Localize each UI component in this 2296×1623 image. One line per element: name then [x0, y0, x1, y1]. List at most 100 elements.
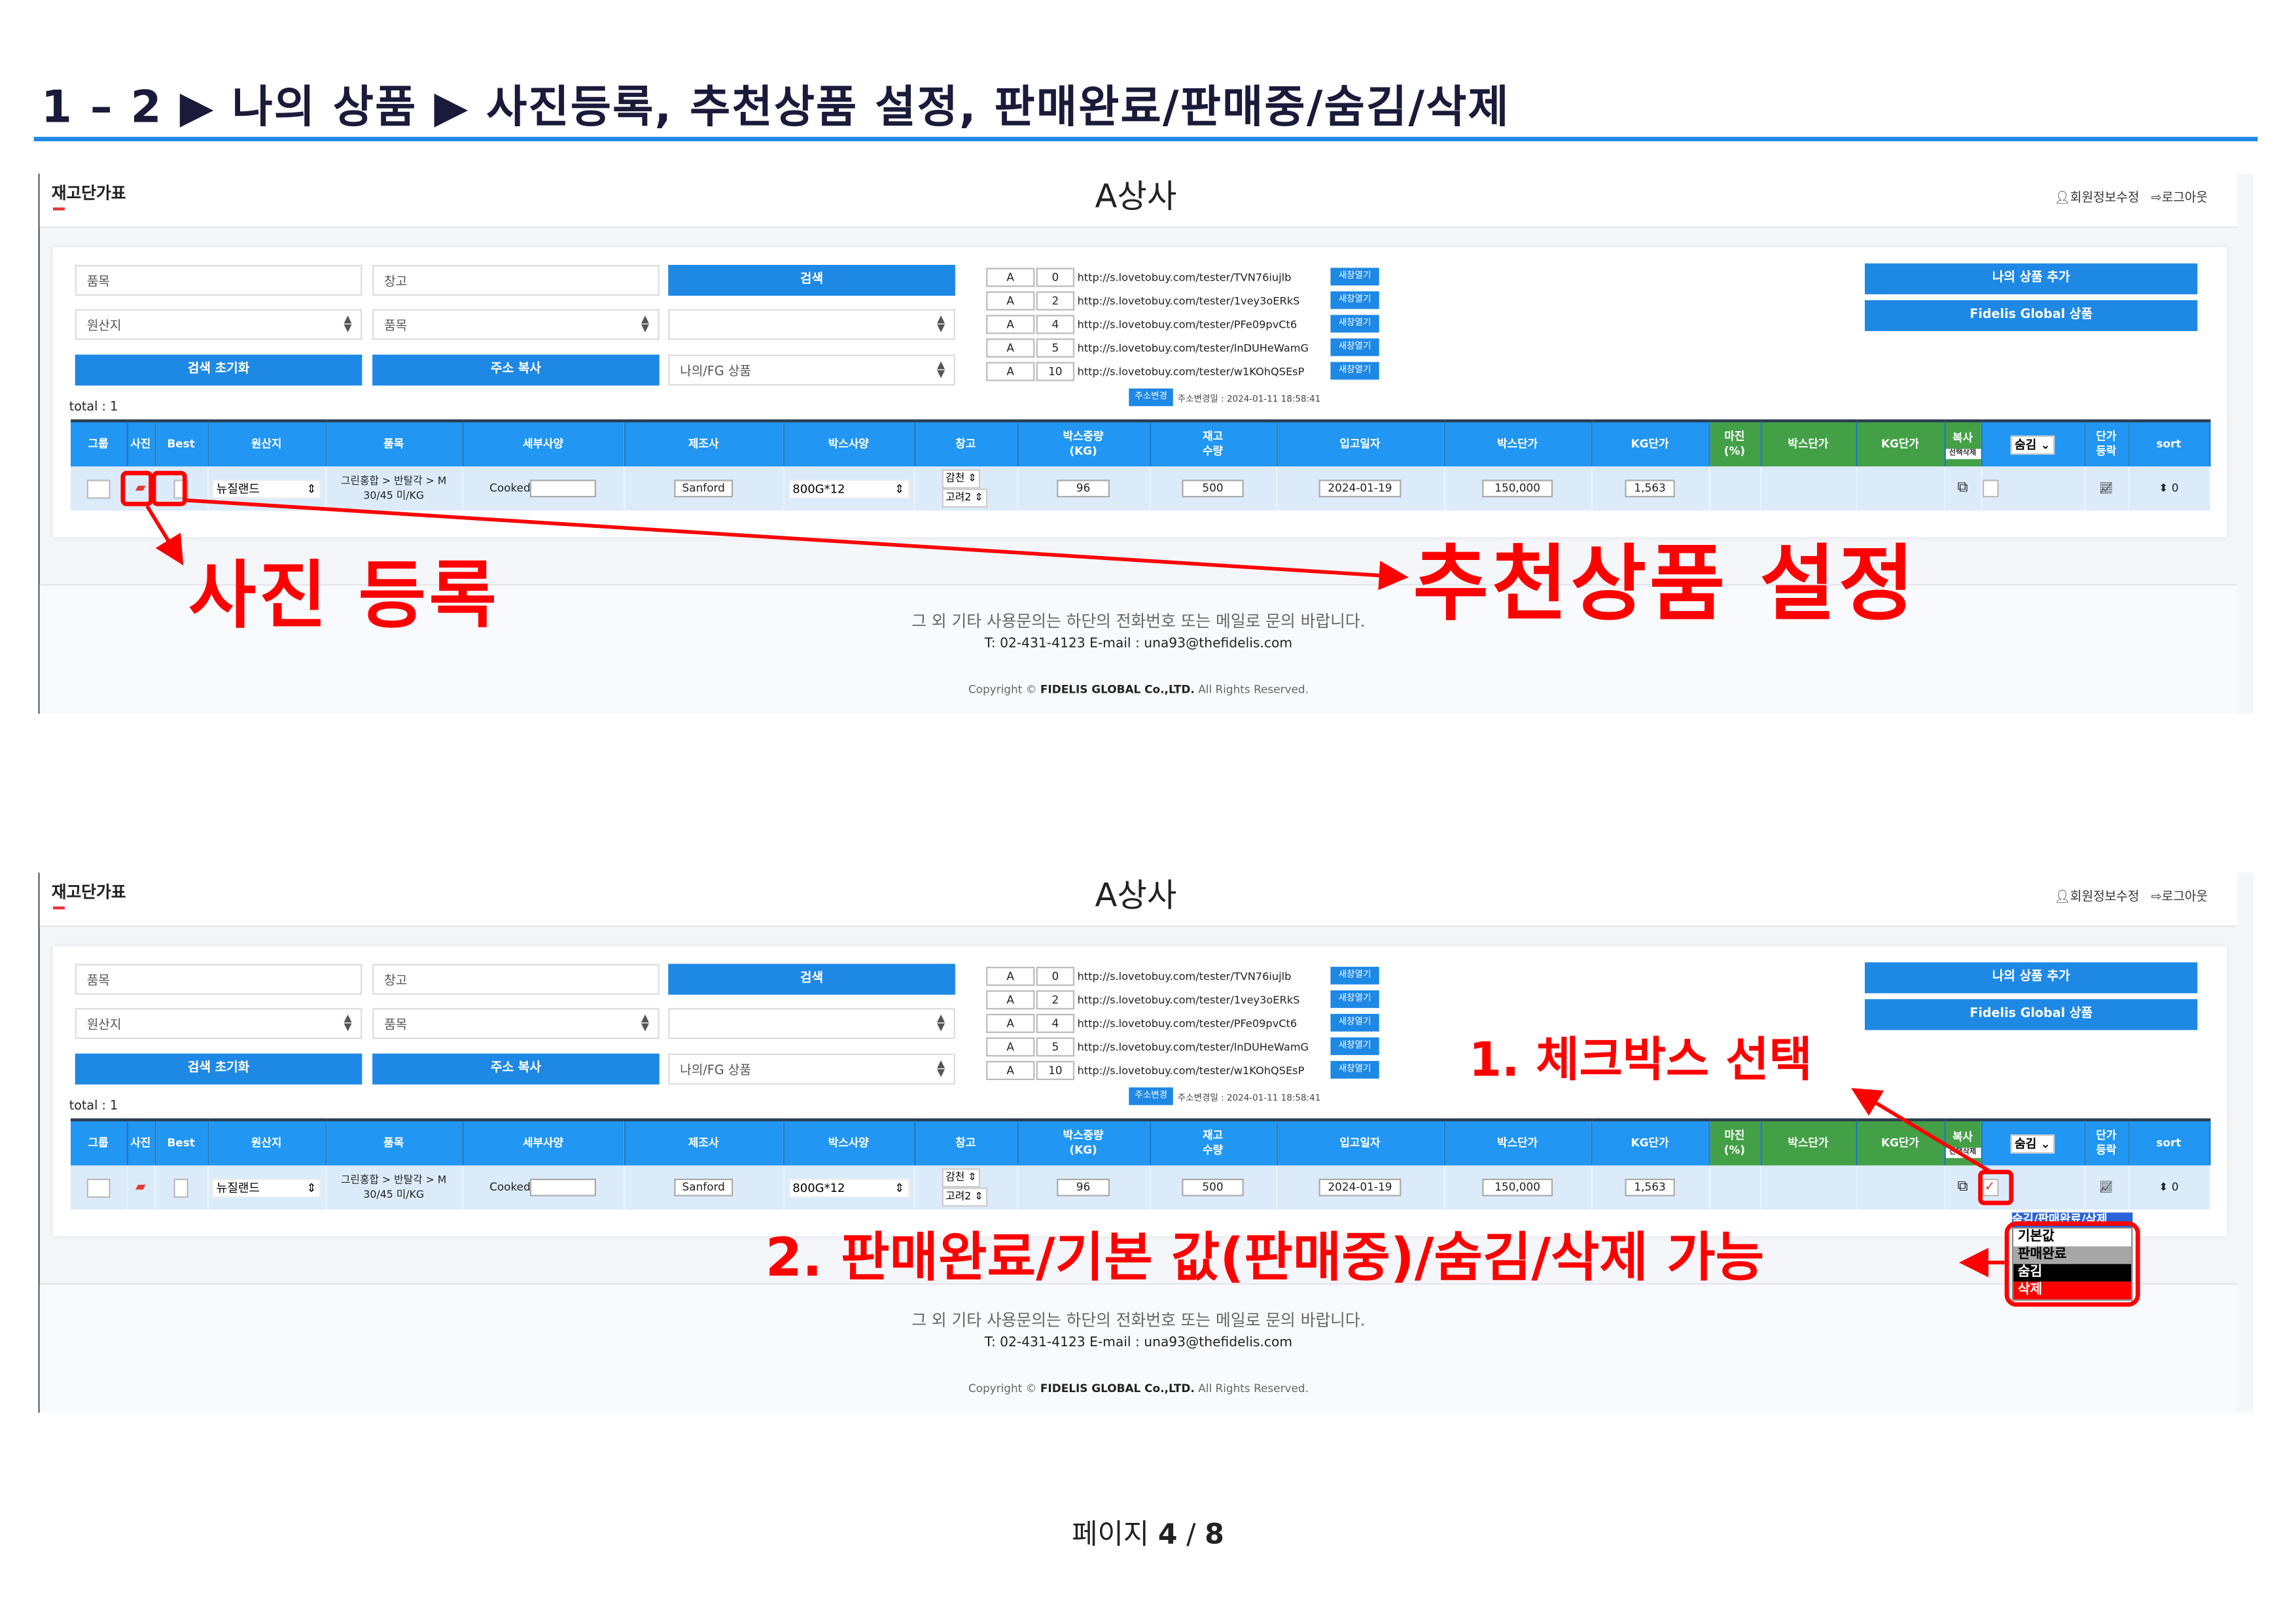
status-option[interactable]: 숨김 [2013, 1264, 2132, 1282]
url-group[interactable]: A [986, 314, 1035, 334]
item-search-input[interactable]: 품목 [75, 964, 362, 995]
url-link[interactable]: http://s.lovetobuy.com/tester/PFe09pvCt6 [1077, 1016, 1298, 1030]
url-group[interactable]: A [986, 267, 1035, 287]
item-search-input[interactable]: 품목 [75, 264, 362, 296]
open-new-window-button[interactable]: 새창열기 [1330, 1037, 1379, 1055]
item-filter-select[interactable]: 품목 ▲ ▼ [372, 1007, 660, 1039]
brand-link[interactable]: 재고단가표 [51, 184, 126, 203]
open-new-window-button[interactable]: 새창열기 [1330, 268, 1379, 286]
stock-input[interactable]: 500 [1182, 1178, 1244, 1196]
logout-link[interactable]: 로그아웃 [2161, 191, 2208, 206]
detail-input[interactable] [530, 480, 597, 498]
edit-profile-link[interactable]: 회원정보수정 [2070, 191, 2140, 206]
sort-icon[interactable]: ⬍ [2159, 481, 2168, 495]
copy-icon[interactable]: ⧉ [1957, 480, 1968, 497]
url-group[interactable]: A [986, 1036, 1035, 1056]
maker-input[interactable]: Sanford [675, 1178, 733, 1196]
category-filter-select[interactable]: ▲ ▼ [668, 309, 955, 340]
group-checkbox[interactable] [86, 1178, 111, 1197]
origin-select[interactable]: 뉴질랜드 ⇕ [211, 479, 321, 498]
url-number[interactable]: 0 [1036, 966, 1075, 985]
origin-select[interactable]: 뉴질랜드 ⇕ [211, 1178, 321, 1197]
url-number[interactable]: 2 [1036, 290, 1075, 310]
url-link[interactable]: http://s.lovetobuy.com/tester/w1KOhQSEsP [1077, 1063, 1305, 1077]
url-link[interactable]: http://s.lovetobuy.com/tester/1vey3oERkS [1077, 293, 1300, 307]
add-my-product-button[interactable]: 나의 상품 추가 [1864, 962, 2198, 994]
hide-filter-select[interactable]: 숨김 ⌄ [2010, 434, 2055, 454]
date-input[interactable]: 2024-01-19 [1318, 480, 1402, 498]
open-new-window-button[interactable]: 새창열기 [1330, 966, 1379, 985]
box-price-input[interactable]: 150,000 [1482, 1178, 1553, 1196]
price-chart-icon[interactable]: 📈︎ [2099, 1180, 2113, 1194]
url-link[interactable]: http://s.lovetobuy.com/tester/TVN76iujlb [1077, 969, 1292, 983]
search-button[interactable]: 검색 [668, 964, 955, 995]
maker-input[interactable]: Sanford [675, 480, 733, 498]
open-new-window-button[interactable]: 새창열기 [1330, 291, 1379, 309]
url-number[interactable]: 0 [1036, 267, 1075, 287]
url-number[interactable]: 4 [1036, 1013, 1075, 1032]
product-scope-select[interactable]: 나의/FG 상품 ▲ ▼ [668, 355, 955, 386]
url-link[interactable]: http://s.lovetobuy.com/tester/TVN76iujlb [1077, 270, 1292, 284]
edit-profile-link[interactable]: 회원정보수정 [2070, 890, 2140, 905]
address-change-button[interactable]: 주소변경 [1129, 388, 1173, 406]
url-group[interactable]: A [986, 361, 1035, 381]
product-scope-select[interactable]: 나의/FG 상품 ▲ ▼ [668, 1053, 955, 1085]
url-number[interactable]: 4 [1036, 314, 1075, 334]
open-new-window-button[interactable]: 새창열기 [1330, 990, 1379, 1008]
kg-price-input[interactable]: 1,563 [1625, 480, 1675, 498]
url-number[interactable]: 5 [1036, 338, 1075, 357]
open-new-window-button[interactable]: 새창열기 [1330, 315, 1379, 333]
warehouse-select-2[interactable]: 고려2 ⇕ [941, 488, 988, 508]
address-change-button[interactable]: 주소변경 [1129, 1087, 1173, 1106]
status-option[interactable]: 삭제 [2013, 1282, 2132, 1300]
url-group[interactable]: A [986, 1013, 1035, 1032]
status-option[interactable]: 기본값 [2013, 1229, 2132, 1247]
copy-address-button[interactable]: 주소 복사 [372, 1053, 660, 1085]
item-filter-select[interactable]: 품목 ▲ ▼ [372, 309, 660, 340]
status-dropdown[interactable]: 기본값 판매완료 숨김 삭제 [2011, 1227, 2133, 1301]
status-option[interactable]: 판매완료 [2013, 1246, 2132, 1265]
status-checkbox[interactable] [1981, 480, 1998, 498]
url-number[interactable]: 5 [1036, 1036, 1075, 1056]
date-input[interactable]: 2024-01-19 [1318, 1178, 1402, 1196]
warehouse-select-1[interactable]: 감천 ⇕ [941, 469, 981, 489]
box-weight-input[interactable]: 96 [1057, 480, 1110, 498]
open-new-window-button[interactable]: 새창열기 [1330, 338, 1379, 357]
url-link[interactable]: http://s.lovetobuy.com/tester/1vey3oERkS [1077, 992, 1300, 1006]
copy-address-button[interactable]: 주소 복사 [372, 355, 660, 386]
sort-icon[interactable]: ⬍ [2159, 1180, 2168, 1194]
warehouse-select-1[interactable]: 감천 ⇕ [941, 1168, 981, 1188]
open-new-window-button[interactable]: 새창열기 [1330, 1060, 1379, 1079]
fidelis-global-products-button[interactable]: Fidelis Global 상품 [1864, 300, 2198, 332]
add-my-product-button[interactable]: 나의 상품 추가 [1864, 263, 2198, 294]
brand-link[interactable]: 재고단가표 [51, 882, 126, 902]
box-spec-select[interactable]: 800G*12 ⇕ [788, 1178, 910, 1197]
price-chart-icon[interactable]: 📈︎ [2099, 481, 2113, 495]
reset-search-button[interactable]: 검색 초기화 [75, 355, 362, 386]
url-group[interactable]: A [986, 966, 1035, 985]
select-delete-button[interactable]: 선택삭제 [1945, 447, 1980, 459]
origin-filter-select[interactable]: 원산지 ▲ ▼ [75, 309, 362, 340]
box-spec-select[interactable]: 800G*12 ⇕ [788, 479, 910, 498]
fidelis-global-products-button[interactable]: Fidelis Global 상품 [1864, 999, 2198, 1030]
status-checkbox[interactable]: ✓ [1981, 1178, 1998, 1196]
search-button[interactable]: 검색 [668, 264, 955, 296]
url-group[interactable]: A [986, 290, 1035, 310]
open-new-window-button[interactable]: 새창열기 [1330, 1013, 1379, 1032]
url-number[interactable]: 10 [1036, 1060, 1075, 1079]
url-number[interactable]: 10 [1036, 361, 1075, 381]
best-checkbox[interactable] [173, 1178, 188, 1197]
hide-filter-select[interactable]: 숨김 ⌄ [2010, 1134, 2055, 1153]
category-filter-select[interactable]: ▲ ▼ [668, 1007, 955, 1039]
warehouse-search-input[interactable]: 창고 [372, 264, 660, 296]
copy-icon[interactable]: ⧉ [1957, 1178, 1968, 1195]
logout-link[interactable]: 로그아웃 [2161, 890, 2208, 905]
url-link[interactable]: http://s.lovetobuy.com/tester/w1KOhQSEsP [1077, 364, 1305, 377]
detail-input[interactable] [530, 1178, 597, 1196]
warehouse-select-2[interactable]: 고려2 ⇕ [941, 1187, 988, 1207]
photo-upload-icon[interactable]: ▰ [135, 481, 146, 497]
url-link[interactable]: http://s.lovetobuy.com/tester/PFe09pvCt6 [1077, 317, 1298, 330]
box-price-input[interactable]: 150,000 [1482, 480, 1553, 498]
group-checkbox[interactable] [86, 479, 111, 498]
open-new-window-button[interactable]: 새창열기 [1330, 362, 1379, 380]
